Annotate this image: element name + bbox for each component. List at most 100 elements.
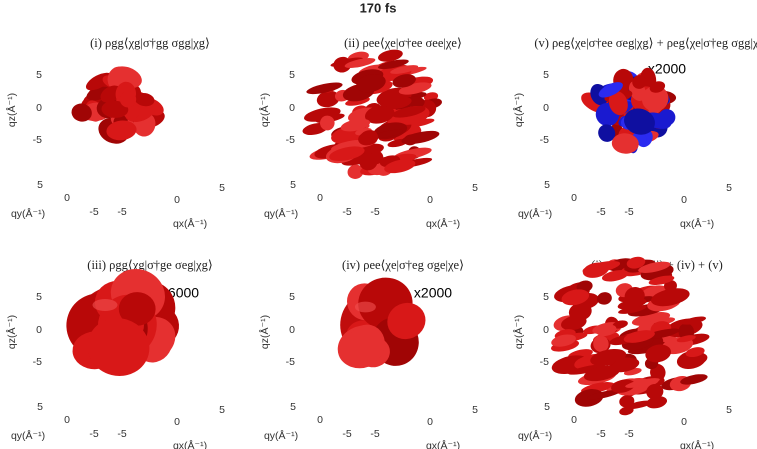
isosurface xyxy=(302,49,442,179)
qy-axis-label: qy(Å⁻¹) xyxy=(264,207,298,220)
multiplier: x2000 xyxy=(414,285,452,301)
isosurface xyxy=(581,67,677,154)
lobe xyxy=(344,58,376,68)
qz-axis-label: qz(Å⁻¹) xyxy=(258,93,271,127)
panel-title: (ii) ρee⟨χe|σ†ee σee|χe⟩ xyxy=(344,36,462,50)
qy-tick-label: 0 xyxy=(317,192,323,204)
lobe xyxy=(372,129,404,139)
lobe xyxy=(638,261,671,273)
lobe xyxy=(583,365,620,382)
lobe xyxy=(358,131,379,146)
qz-tick-label: -5 xyxy=(286,134,295,146)
qz-axis-label: qz(Å⁻¹) xyxy=(5,93,18,127)
lobe xyxy=(385,96,412,110)
lobe xyxy=(568,364,605,375)
lobe xyxy=(641,85,669,112)
qy-tick-label: -5 xyxy=(596,206,605,218)
qx-tick-label: 0 xyxy=(681,194,687,206)
lobe xyxy=(648,275,675,285)
qz-axis-label: qz(Å⁻¹) xyxy=(258,315,271,349)
qy-axis-label: qy(Å⁻¹) xyxy=(518,429,552,442)
isosurface xyxy=(337,277,426,369)
panel: (iv) ρee⟨χe|σ†eg σge|χe⟩ qz(Å⁻¹) 5 0 -5 5 0 -5 q… xyxy=(258,258,478,449)
panel-title: (v) ρeg⟨χe|σ†ee σeg|χg⟩ + ρeg⟨χe|σ†eg σg… xyxy=(534,36,757,50)
lobe xyxy=(319,115,335,131)
lobe xyxy=(624,108,655,135)
lobe xyxy=(384,159,416,174)
qy-axis-label: qy(Å⁻¹) xyxy=(518,207,552,220)
panel: (i) ρgg⟨χg|σ†gg σgg|χg⟩ qz(Å⁻¹) 5 0 -5 5 0 -5 qy… xyxy=(5,36,225,230)
qy-tick-label: 0 xyxy=(571,192,577,204)
lobe xyxy=(331,139,367,152)
lobe xyxy=(582,260,621,274)
lobe xyxy=(623,330,655,343)
lobe xyxy=(340,118,371,132)
qz-tick-label: 0 xyxy=(543,102,549,114)
qx-tick-label: 0 xyxy=(174,416,180,428)
lobe xyxy=(390,65,419,74)
lobe xyxy=(71,103,92,122)
qy-tick-label: -5 xyxy=(342,206,351,218)
lobe xyxy=(365,105,395,124)
lobe xyxy=(649,81,666,93)
qx-axis-label: qx(Å⁻¹) xyxy=(426,217,460,230)
panel: (i) + (ii) + (iii) + (iv) + (v)qz(Å⁻¹)50… xyxy=(512,256,732,449)
lobe xyxy=(356,73,386,93)
qx-tick-label: -5 xyxy=(624,206,633,218)
panel-title: (i) ρgg⟨χg|σ†gg σgg|χg⟩ xyxy=(90,36,210,50)
qz-tick-label: 5 xyxy=(543,291,549,303)
panel: (iii) ρgg⟨χg|σ†ge σeg|χg⟩ qz(Å⁻¹) 5 0 -5 5 0 -5… xyxy=(5,258,225,449)
lobe xyxy=(306,82,343,95)
lobe xyxy=(329,146,365,162)
qx-tick-label: 5 xyxy=(726,182,732,194)
qy-axis-label: qy(Å⁻¹) xyxy=(11,429,45,442)
lobe xyxy=(596,324,617,337)
qx-tick-label: 5 xyxy=(726,404,732,416)
qz-tick-label: 0 xyxy=(289,102,295,114)
lobe xyxy=(316,90,340,108)
lobe xyxy=(601,270,629,282)
lobe xyxy=(596,292,612,305)
qy-axis-label: qy(Å⁻¹) xyxy=(11,207,45,220)
lobe xyxy=(568,302,592,321)
highlight xyxy=(354,301,376,313)
lobe xyxy=(119,91,137,108)
qx-axis-label: qx(Å⁻¹) xyxy=(173,217,207,230)
lobe xyxy=(598,124,616,142)
lobe xyxy=(392,106,426,118)
qz-tick-label: 0 xyxy=(543,324,549,336)
lobe xyxy=(593,335,609,353)
qy-tick-label: 0 xyxy=(317,414,323,426)
lobe xyxy=(611,133,639,154)
panel-title: (iii) ρgg⟨χg|σ†ge σeg|χg⟩ xyxy=(87,258,212,272)
qx-tick-label: 5 xyxy=(219,182,225,194)
lobe xyxy=(134,92,155,107)
isosurface xyxy=(550,256,710,416)
lobe xyxy=(347,164,364,179)
qx-tick-label: 5 xyxy=(219,404,225,416)
isosurface xyxy=(71,66,165,144)
qy-tick-label: 5 xyxy=(290,401,296,413)
lobe xyxy=(618,305,647,314)
lobe xyxy=(612,320,628,329)
qy-tick-label: 5 xyxy=(290,179,296,191)
lobe xyxy=(576,280,593,293)
lobe xyxy=(608,91,628,116)
isosurface xyxy=(66,268,180,377)
qz-tick-label: -5 xyxy=(33,356,42,368)
lobe xyxy=(87,318,150,377)
lobe xyxy=(676,335,696,343)
qy-tick-label: -5 xyxy=(89,428,98,440)
lobe xyxy=(407,118,435,127)
panel-title: (iv) ρee⟨χe|σ†eg σge|χe⟩ xyxy=(342,258,464,272)
lobe xyxy=(587,390,621,400)
lobe xyxy=(626,256,646,269)
qz-tick-label: 5 xyxy=(543,69,549,81)
qx-tick-label: 5 xyxy=(472,182,478,194)
multiplier: x2000 xyxy=(648,61,686,77)
qy-tick-label: 0 xyxy=(64,192,70,204)
qy-tick-label: 5 xyxy=(37,179,43,191)
lobe xyxy=(619,406,634,416)
lobe xyxy=(658,109,676,126)
lobe xyxy=(378,59,409,70)
